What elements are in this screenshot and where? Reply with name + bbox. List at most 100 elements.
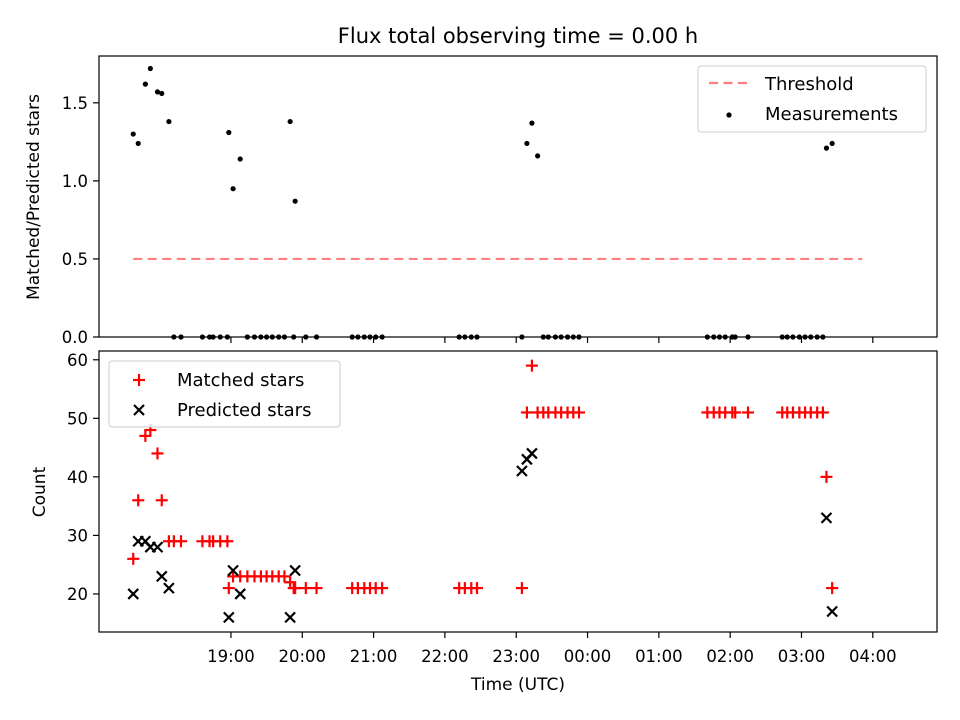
- bottom-plot-frame: [98, 350, 938, 633]
- top-y-axis-label: Matched/Predicted stars: [24, 94, 44, 300]
- bottom-y-tick-label: 50: [67, 409, 88, 428]
- top-legend-frame: [697, 65, 927, 133]
- measurement-point: [154, 89, 161, 95]
- matched-star-marker: [299, 582, 312, 595]
- bottom-y-axis-label: Count: [30, 466, 50, 517]
- matched-star-marker: [520, 406, 533, 419]
- legend-matched-label: Matched stars: [177, 370, 304, 391]
- bottom-y-tick-label: 30: [67, 526, 88, 545]
- legend-predicted-swatch: [133, 404, 145, 416]
- matched-star-marker: [470, 582, 483, 595]
- predicted-star-marker: [155, 570, 168, 583]
- top-chart-title: Flux total observing time = 0.00 h: [338, 24, 698, 48]
- predicted-star-marker-b: [155, 570, 168, 583]
- predicted-star-marker: [234, 588, 246, 600]
- top-y-tick-label: 1.5: [62, 94, 88, 113]
- predicted-star-marker-b: [234, 588, 246, 600]
- measurement-point: [287, 118, 293, 125]
- bottom-panel: 20 30 40 50 60 19:00 20:00 21:00 22:00 23:00 00:0…: [30, 337, 938, 695]
- predicted-stars-points: [127, 447, 838, 624]
- predicted-star-marker-b: [826, 605, 838, 618]
- bottom-legend: Matched stars Predicted stars: [108, 360, 341, 428]
- matched-star-marker: [222, 582, 235, 595]
- matched-star-marker: [175, 535, 188, 548]
- matched-star-marker: [525, 359, 538, 372]
- x-tick-label: 01:00: [635, 647, 683, 666]
- bottom-y-tick-label: 40: [67, 468, 88, 487]
- predicted-star-marker: [289, 564, 301, 577]
- predicted-star-marker-b: [151, 541, 164, 553]
- x-tick-label: 23:00: [492, 647, 540, 666]
- measurement-point: [159, 90, 165, 97]
- x-tick-label: 00:00: [564, 647, 612, 666]
- time-axis-ticks: 19:00 20:00 21:00 22:00 23:00 00:00 01:00 02:00…: [207, 337, 897, 666]
- x-tick-label: 21:00: [350, 647, 398, 666]
- predicted-star-marker: [151, 541, 164, 553]
- matched-star-marker: [572, 406, 585, 419]
- predicted-star-marker-b: [289, 564, 301, 577]
- top-y-ticks: 0.0 0.5 1.0 1.5: [62, 94, 99, 347]
- bottom-y-tick-label: 20: [67, 585, 88, 604]
- x-tick-label: 19:00: [207, 647, 255, 666]
- predicted-star-marker: [516, 465, 528, 477]
- predicted-star-marker-b: [284, 611, 296, 624]
- x-tick-label: 04:00: [849, 647, 897, 666]
- predicted-star-marker-b: [139, 535, 152, 548]
- x-tick-label: 02:00: [706, 647, 754, 666]
- matched-star-marker: [127, 552, 140, 565]
- matched-star-marker: [132, 494, 145, 507]
- top-y-tick-label: 0.5: [62, 250, 88, 269]
- bottom-y-ticks: 20 30 40 50 60: [67, 351, 99, 604]
- predicted-star-marker-b: [127, 588, 140, 600]
- matched-star-marker: [729, 406, 742, 419]
- matched-star-marker: [376, 582, 389, 595]
- measurement-point: [147, 65, 153, 72]
- measurement-point: [535, 153, 541, 159]
- top-panel: Flux total observing time = 0.00 h 0.00.…: [24, 24, 938, 347]
- predicted-star-marker-b: [227, 564, 239, 577]
- bottom-y-tick-label: 60: [67, 351, 88, 370]
- predicted-star-marker-b: [516, 465, 528, 477]
- measurement-point: [226, 129, 232, 136]
- matched-star-marker: [742, 406, 755, 419]
- predicted-star-marker-b: [223, 611, 235, 624]
- bottom-legend-frame: [108, 360, 341, 428]
- measurement-point: [130, 131, 136, 137]
- measurement-point: [230, 186, 236, 192]
- matched-star-marker: [820, 470, 833, 483]
- predicted-star-marker: [127, 588, 140, 600]
- matched-star-marker: [816, 406, 829, 419]
- top-legend: Threshold Measurements: [697, 65, 927, 133]
- matched-star-marker: [221, 535, 234, 548]
- x-axis-label: Time (UTC): [470, 675, 565, 695]
- matched-star-marker: [826, 582, 839, 595]
- predicted-star-marker: [223, 611, 235, 624]
- matched-star-marker: [151, 447, 164, 460]
- measurement-point: [529, 120, 535, 126]
- measurement-point: [524, 140, 530, 147]
- predicted-star-marker-b: [526, 447, 538, 460]
- predicted-star-marker-b: [820, 512, 833, 524]
- matched-star-marker: [515, 582, 528, 595]
- x-tick-label: 03:00: [778, 647, 826, 666]
- legend-predicted-label: Predicted stars: [177, 400, 311, 421]
- legend-matched-swatch: [133, 374, 145, 386]
- legend-threshold-label: Threshold: [764, 74, 854, 95]
- predicted-star-marker: [163, 582, 175, 594]
- matched-star-marker: [155, 494, 168, 507]
- x-tick-label: 22:00: [421, 647, 469, 666]
- predicted-star-marker: [826, 605, 838, 618]
- matched-star-marker: [310, 582, 323, 595]
- matched-star-marker: [278, 570, 291, 583]
- predicted-star-marker: [820, 512, 833, 524]
- measurement-point: [823, 145, 830, 151]
- top-y-tick-label: 1.0: [62, 172, 88, 191]
- measurement-point: [237, 156, 243, 162]
- measurement-point: [166, 118, 172, 125]
- measurement-point: [135, 140, 141, 147]
- measurement-point: [292, 198, 298, 204]
- x-tick-label: 20:00: [278, 647, 326, 666]
- matched-star-marker: [289, 582, 302, 595]
- matched-stars-points: [127, 359, 839, 595]
